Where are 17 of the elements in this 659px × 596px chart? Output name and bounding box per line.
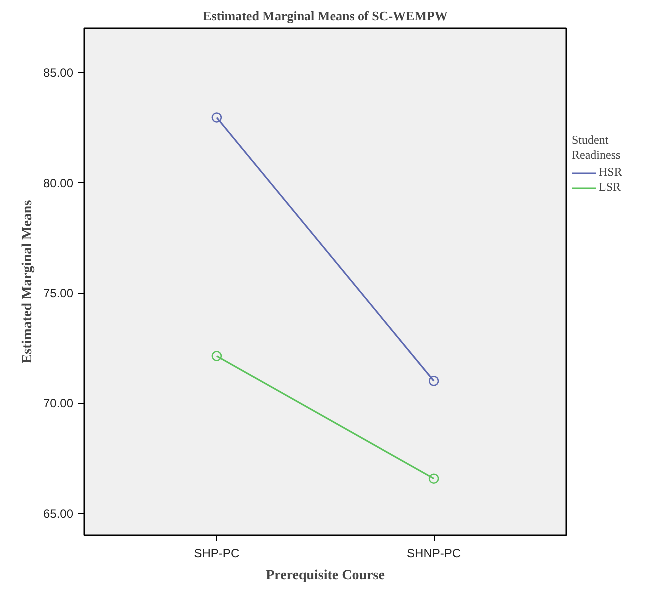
y-tick-label: 75.00	[43, 286, 74, 301]
y-axis-title: Estimated Marginal Means	[20, 200, 36, 364]
y-tick-label: 70.00	[43, 396, 74, 411]
x-tick-label: SHP-PC	[194, 546, 240, 560]
x-tick-label: SHNP-PC	[407, 546, 462, 560]
chart-title: Estimated Marginal Means of SC-WEMPW	[203, 8, 448, 24]
point	[428, 474, 440, 484]
point	[212, 351, 222, 362]
y-tick-label: 65.00	[43, 506, 74, 521]
legend-title: Student Readiness	[572, 133, 622, 163]
y-tick-label: 85.00	[43, 66, 74, 80]
y-tick-label: 80.00	[43, 176, 74, 190]
point	[428, 376, 440, 386]
point	[212, 112, 222, 123]
x-axis-title: Prerequisite Course	[266, 568, 385, 584]
legend-label: LSR	[599, 180, 622, 195]
legend-label: HSR	[599, 165, 622, 180]
